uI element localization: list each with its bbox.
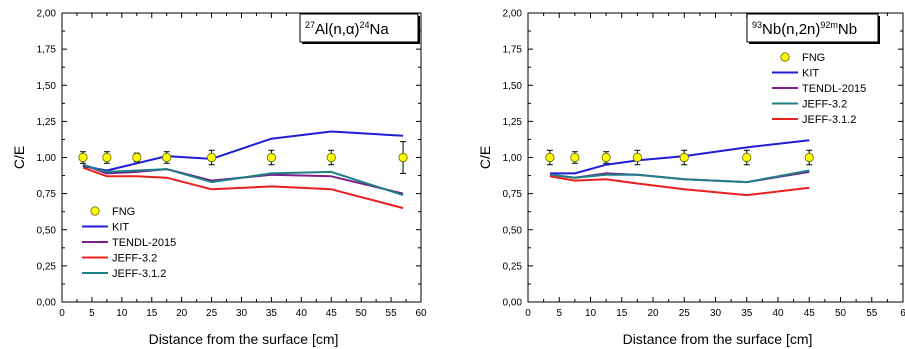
y-tick-label: 1,50 <box>37 81 57 92</box>
data-point-fng <box>206 152 217 163</box>
data-point-fng <box>102 152 112 163</box>
x-tick-label: 50 <box>356 308 368 319</box>
data-point-fng <box>132 152 142 163</box>
y-tick-label: 0,50 <box>503 225 523 236</box>
y-tick-label: 0,50 <box>37 225 57 236</box>
x-tick-label: 30 <box>710 308 722 319</box>
series-line-kit <box>82 130 404 172</box>
title-part-c: Na <box>370 21 390 38</box>
y-tick-label: 0,00 <box>503 298 523 309</box>
x-tick-label: 5 <box>556 308 562 319</box>
series-line-jeff-3-1-2 <box>549 175 810 197</box>
chart-panel-al: 0 5 10 15 20 25 30 35 40 45 50 55 60 0,00 0,25 0,50 0,75… <box>11 9 427 348</box>
series-line-jeff-3-1-2 <box>82 163 404 197</box>
data-point-fng <box>742 152 752 163</box>
x-tick-label: 60 <box>415 308 427 319</box>
title-box <box>299 13 419 43</box>
x-tick-label: 0 <box>525 308 531 319</box>
title-part-pre: 27 <box>305 20 315 30</box>
y-tick-label: 1,00 <box>503 153 523 164</box>
legend-label-1: TENDL-2015 <box>802 83 866 95</box>
x-tick-label: 6 <box>900 308 905 319</box>
y-tick-label: 0,25 <box>37 261 57 272</box>
series-line-kit <box>549 139 810 175</box>
legend-label-fng: FNG <box>802 52 825 64</box>
title-part-pre2: 24 <box>360 20 370 30</box>
x-tick-label: 35 <box>741 308 753 319</box>
x-tick-label: 15 <box>146 308 158 319</box>
x-tick-label: 40 <box>296 308 308 319</box>
data-point-fng <box>632 152 642 163</box>
legend-label-2: JEFF-3.2 <box>802 99 847 111</box>
y-tick-label: 1,25 <box>503 117 523 128</box>
legend-marker-fng <box>780 52 790 62</box>
plot-frame <box>527 12 904 303</box>
x-tick-label: 20 <box>647 308 659 319</box>
data-point-fng <box>679 152 689 163</box>
x-tick-label: 50 <box>835 308 847 319</box>
chart-panel-nb: 0 5 10 15 20 25 30 35 40 45 50 55 6 0,00 0,25 0,50 0,75 1… <box>477 9 905 348</box>
legend-label-1: TENDL-2015 <box>112 237 176 249</box>
title-part-a: Al(n, <box>315 21 346 38</box>
chart-title: 27Al(n,α)24Na <box>305 20 389 38</box>
x-tick-label: 10 <box>116 308 128 319</box>
legend-marker-fng <box>90 206 100 216</box>
y-axis-title: C/E <box>477 146 493 169</box>
series-line-jeff-3-2 <box>82 166 404 210</box>
title-part-pre2: 92m <box>820 20 838 30</box>
title-part-b: ) <box>355 21 360 38</box>
data-point-fng <box>398 152 408 163</box>
legend-label-3: JEFF-3.1.2 <box>112 268 166 280</box>
y-tick-label: 2,00 <box>503 9 523 20</box>
x-tick-label: 45 <box>326 308 338 319</box>
data-point-fng <box>326 152 336 163</box>
legend-label-fng: FNG <box>112 206 135 218</box>
data-point-fng <box>266 152 277 163</box>
y-tick-label: 0,25 <box>503 261 523 272</box>
x-tick-label: 35 <box>266 308 278 319</box>
x-tick-label: 55 <box>386 308 398 319</box>
series-line-jeff-3-2 <box>549 169 810 184</box>
y-tick-label: 1,50 <box>503 81 523 92</box>
x-tick-label: 15 <box>616 308 628 319</box>
x-tick-label: 30 <box>236 308 248 319</box>
data-point-fng <box>570 152 580 163</box>
y-tick-label: 2,00 <box>37 9 57 20</box>
x-axis-title: Distance from the surface [cm] <box>623 331 813 347</box>
title-part-alpha: α <box>346 21 355 38</box>
title-part-a: Nb(n,2n) <box>762 21 820 38</box>
legend-label-0: KIT <box>112 222 129 234</box>
x-tick-label: 20 <box>176 308 188 319</box>
y-tick-label: 0,75 <box>503 189 523 200</box>
x-axis-title: Distance from the surface [cm] <box>149 331 339 347</box>
legend-label-0: KIT <box>802 68 819 80</box>
data-point-fng <box>601 152 611 163</box>
x-tick-label: 10 <box>585 308 597 319</box>
x-tick-label: 55 <box>866 308 878 319</box>
data-point-fng <box>545 152 555 163</box>
x-tick-label: 45 <box>804 308 816 319</box>
x-tick-label: 25 <box>206 308 218 319</box>
y-tick-label: 1,75 <box>37 45 57 56</box>
y-tick-label: 1,00 <box>37 153 57 164</box>
x-tick-label: 0 <box>59 308 65 319</box>
y-tick-label: 0,75 <box>37 189 57 200</box>
y-tick-label: 0,00 <box>37 298 57 309</box>
y-tick-label: 1,75 <box>503 45 523 56</box>
title-box <box>746 13 879 43</box>
legend-label-3: JEFF-3.1.2 <box>802 114 856 126</box>
data-point-fng <box>78 152 88 163</box>
title-part-c: Nb <box>838 21 857 38</box>
x-tick-label: 5 <box>89 308 95 319</box>
title-part-pre: 93 <box>752 20 762 30</box>
data-point-fng <box>162 152 172 163</box>
y-tick-label: 1,25 <box>37 117 57 128</box>
x-tick-label: 40 <box>772 308 784 319</box>
y-axis-title: C/E <box>11 146 27 169</box>
chart-title: 93Nb(n,2n)92mNb <box>752 20 857 38</box>
data-point-fng <box>804 152 814 163</box>
x-tick-label: 25 <box>679 308 691 319</box>
legend-label-2: JEFF-3.2 <box>112 253 157 265</box>
